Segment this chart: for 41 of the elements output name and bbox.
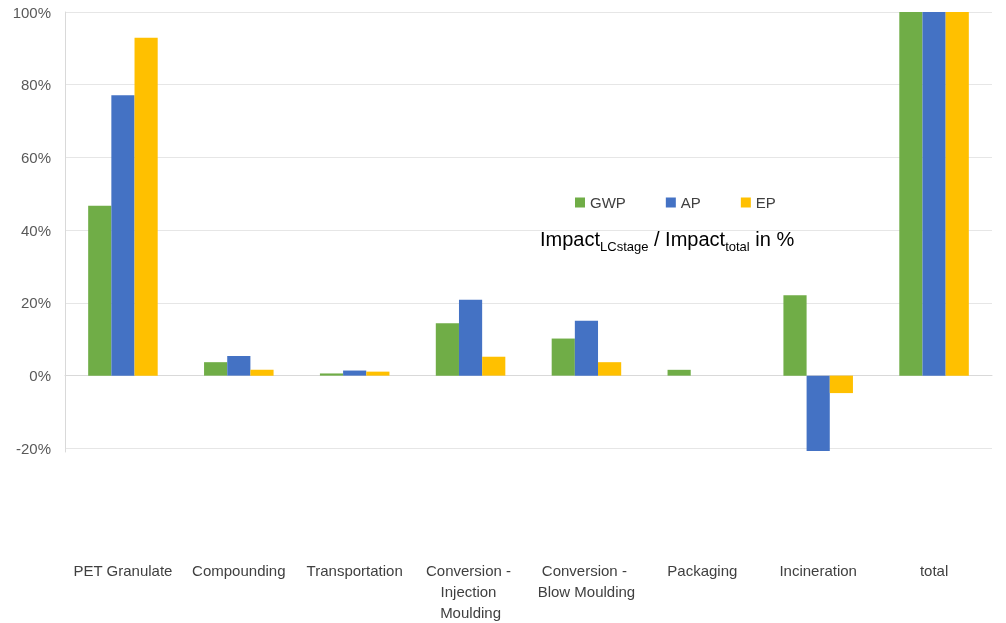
x-tick-label: Compounding bbox=[192, 562, 286, 579]
bar bbox=[829, 375, 853, 394]
bar bbox=[111, 95, 135, 376]
bar bbox=[134, 37, 158, 376]
bar bbox=[227, 356, 251, 376]
bar bbox=[458, 299, 483, 376]
x-tick-label: Conversion - Blow Moulding bbox=[537, 562, 636, 600]
x-tick-label: Conversion - Injection Moulding bbox=[425, 562, 516, 621]
bar bbox=[945, 12, 969, 376]
bar bbox=[783, 295, 807, 376]
bar bbox=[250, 369, 274, 376]
y-tick-label: 80% bbox=[20, 76, 51, 94]
x-tick-label: Packaging bbox=[667, 562, 738, 579]
x-tick-label: Incineration bbox=[779, 562, 857, 579]
bar bbox=[482, 356, 506, 376]
bar bbox=[598, 362, 622, 376]
y-tick-label: 60% bbox=[20, 148, 51, 166]
x-tick-label: PET Granulate bbox=[73, 562, 173, 579]
bar bbox=[806, 375, 830, 451]
y-tick-label: 0% bbox=[29, 367, 51, 385]
bar bbox=[435, 323, 459, 376]
bar bbox=[574, 320, 599, 376]
y-tick-label: 20% bbox=[20, 294, 51, 312]
bar bbox=[667, 369, 691, 376]
x-tick-label: total bbox=[919, 562, 949, 579]
y-tick-label: -20% bbox=[15, 439, 51, 457]
legend-label: EP bbox=[755, 194, 776, 211]
annotation: Impact$_{LCstage}$ / Impact$_{total}$ in % bbox=[540, 228, 795, 254]
bar bbox=[551, 338, 575, 376]
bar bbox=[366, 371, 390, 376]
legend-label: AP bbox=[680, 194, 701, 211]
y-tick-label: 100% bbox=[12, 3, 51, 21]
y-tick-label: 40% bbox=[20, 221, 51, 239]
bar bbox=[343, 370, 367, 376]
bar bbox=[88, 205, 112, 376]
bar bbox=[899, 12, 923, 376]
x-tick-label: Transportation bbox=[306, 562, 403, 579]
legend-label: GWP bbox=[590, 194, 626, 211]
bar bbox=[922, 12, 946, 376]
bar bbox=[319, 373, 344, 376]
bar bbox=[204, 362, 228, 376]
